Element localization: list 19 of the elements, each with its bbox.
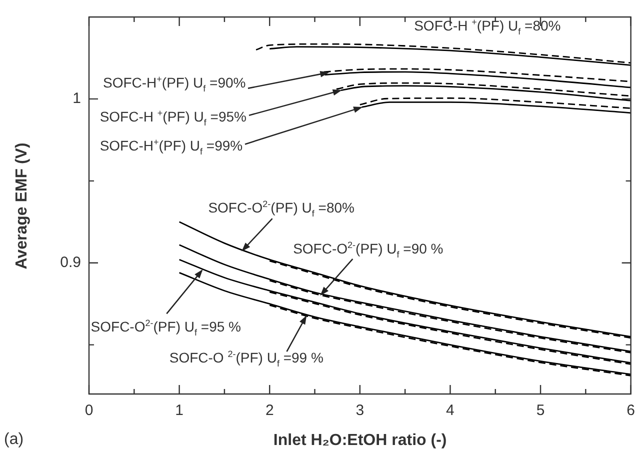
x-tick-label: 4 — [446, 402, 454, 420]
annotation: SOFC-O $^{2-}$(PF) U$_{f}$ =99 % — [169, 348, 324, 370]
x-axis-title: Inlet H₂O:EtOH ratio (-) — [273, 432, 447, 450]
x-tick-label: 0 — [84, 402, 94, 420]
x-tick-label: 1 — [175, 402, 184, 420]
x-tick-label: 5 — [536, 402, 545, 420]
x-tick-label: 2 — [265, 402, 274, 420]
annotation: SOFC-O$^{2-}$(PF) U$_{f}$ =80% — [208, 198, 354, 221]
annotation: SOFC-H$^{+}$(PF) U$_{f}$ =99% — [100, 136, 243, 158]
y-tick-label: 0.9 — [60, 254, 81, 272]
annotation: SOFC-H $^{+}$(PF) U$_{f}$ =95% — [100, 106, 246, 130]
x-tick-label: 6 — [626, 402, 635, 420]
annotation: SOFC-O$^{2-}$(PF) U$_{f}$ =90 % — [293, 239, 444, 262]
y-axis-title: Average EMF (V) — [12, 142, 31, 269]
text: (a) — [4, 431, 24, 448]
annotation: SOFC-O$^{2-}$(PF) U$_{f}$ =95 % — [90, 316, 241, 340]
annotation: SOFC-H $^{+}$(PF) U$_{f}$ =80% — [414, 16, 561, 38]
x-tick-label: 3 — [356, 402, 364, 420]
annotation: SOFC-H$^{+}$(PF) U$_{f}$ =90% — [102, 73, 246, 96]
